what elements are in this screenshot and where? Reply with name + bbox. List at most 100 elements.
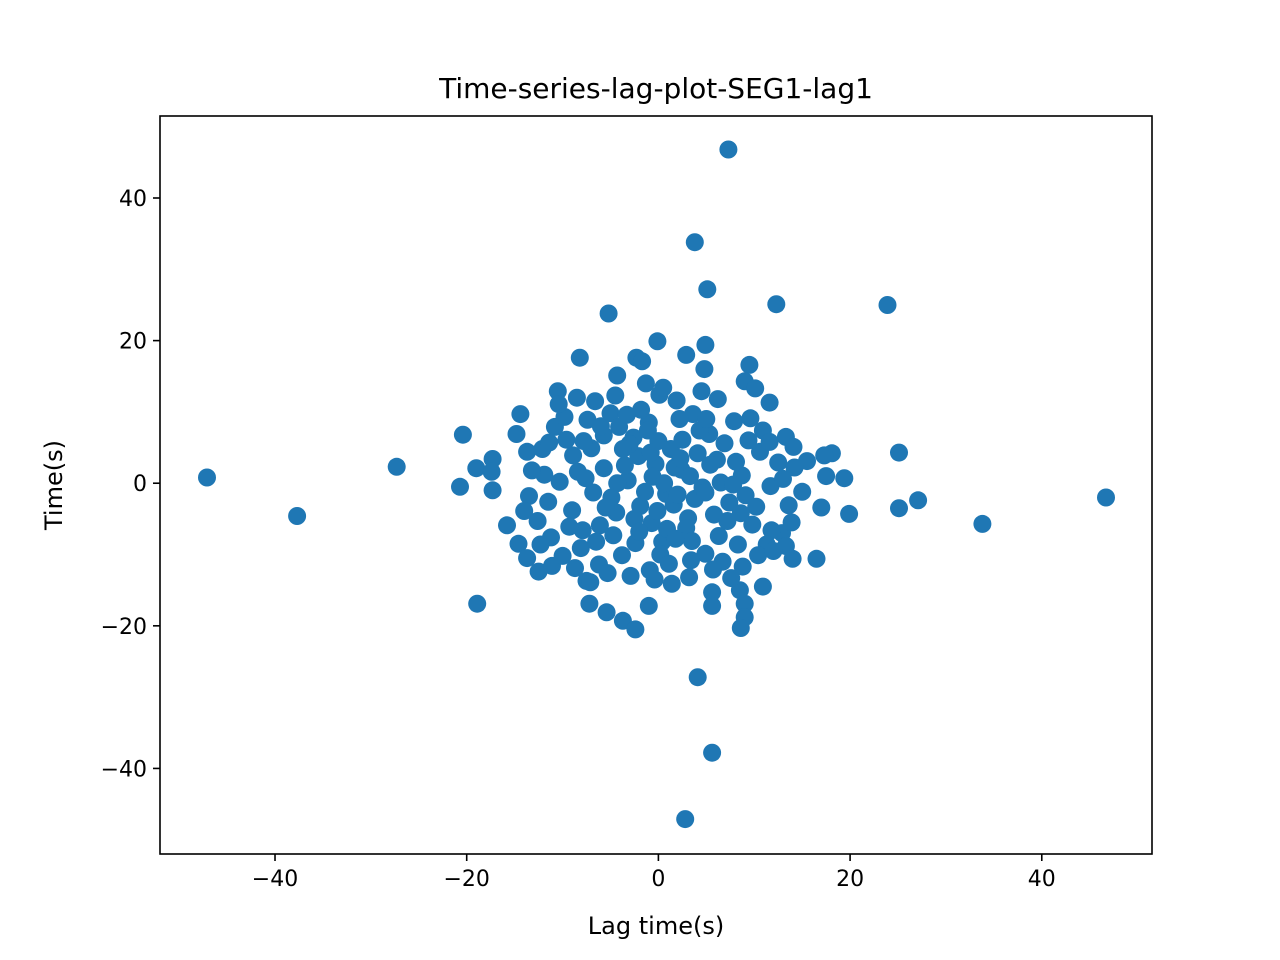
scatter-point — [578, 410, 597, 429]
scatter-point — [697, 410, 716, 428]
scatter-point — [528, 512, 547, 530]
scatter-point — [645, 570, 664, 589]
scatter-point — [654, 378, 673, 397]
scatter-point — [840, 504, 859, 523]
scatter-point — [1097, 488, 1115, 507]
scatter-point — [733, 557, 752, 576]
scatter-point — [594, 459, 613, 478]
scatter-point — [632, 400, 651, 419]
scatter-point — [817, 467, 836, 486]
scatter-point — [601, 404, 620, 423]
scatter-point — [468, 594, 487, 613]
scatter-point — [509, 534, 528, 553]
scatter-point — [769, 453, 788, 472]
chart-title: Time-series-lag-plot-SEG1-lag1 — [438, 72, 873, 105]
scatter-point — [641, 443, 660, 462]
scatter-point — [760, 393, 779, 412]
x-tick-label: −40 — [252, 867, 298, 892]
scatter-point — [741, 409, 760, 428]
scatter-point — [720, 493, 739, 512]
scatter-point — [288, 507, 307, 525]
scatter-point — [785, 458, 804, 477]
scatter-point — [774, 469, 792, 488]
scatter-point — [698, 280, 717, 299]
scatter-point — [596, 498, 615, 517]
scatter-point — [673, 430, 692, 449]
x-tick-label: 0 — [651, 867, 665, 892]
scatter-point — [718, 512, 737, 530]
scatter-point — [198, 468, 216, 487]
scatter-point — [662, 574, 681, 593]
x-axis-label: Lag time(s) — [588, 912, 724, 940]
scatter-point — [666, 529, 685, 548]
scatter-point — [703, 583, 722, 602]
scatter-point — [890, 443, 908, 462]
scatter-point — [576, 469, 595, 488]
scatter-point — [453, 425, 472, 444]
scatter-point — [557, 430, 576, 449]
scatter-point — [688, 668, 707, 687]
scatter-point — [739, 431, 758, 450]
scatter-point — [704, 560, 722, 579]
scatter-point — [735, 594, 754, 613]
scatter-point — [807, 549, 826, 568]
scatter-point — [553, 546, 572, 565]
scatter-point — [522, 461, 541, 480]
scatter-point — [564, 446, 583, 465]
scatter-point — [667, 391, 686, 410]
scatter-point — [560, 517, 579, 536]
scatter-point — [571, 539, 590, 558]
scatter-point — [621, 566, 640, 585]
scatter-point — [696, 544, 715, 563]
scatter-point — [743, 515, 762, 534]
scatter-point — [633, 352, 652, 371]
scatter-point — [518, 549, 537, 568]
scatter-point — [581, 573, 600, 592]
scatter-point — [784, 437, 803, 456]
scatter-point — [727, 452, 745, 471]
scatter-point — [701, 455, 720, 474]
scatter-point — [648, 502, 667, 520]
scatter-point — [762, 521, 781, 540]
scatter-point — [670, 410, 689, 428]
y-tick-label: 0 — [133, 472, 147, 497]
scatter-point — [606, 386, 625, 405]
scatter-point — [636, 482, 654, 501]
scatter-point — [731, 504, 750, 523]
scatter-point — [387, 457, 406, 476]
scatter-point — [482, 462, 501, 481]
scatter-point — [782, 513, 801, 532]
scatter-point — [604, 526, 623, 545]
scatter-point — [747, 497, 766, 516]
y-tick-label: −40 — [101, 757, 147, 782]
scatter-point — [630, 522, 649, 541]
scatter-point — [648, 332, 667, 351]
scatter-point — [580, 594, 599, 613]
scatter-point — [680, 568, 699, 587]
y-tick-label: −20 — [101, 615, 147, 640]
scatter-point — [608, 474, 627, 493]
scatter-point — [638, 421, 657, 440]
scatter-point — [636, 374, 655, 393]
scatter-point — [507, 425, 526, 443]
scatter-point — [692, 382, 711, 401]
scatter-point — [835, 469, 854, 488]
scatter-point — [570, 348, 589, 367]
scatter-point — [749, 546, 768, 565]
scatter-point — [598, 564, 617, 583]
scatter-point — [703, 743, 722, 762]
scatter-point — [567, 388, 586, 407]
scatter-points — [198, 140, 1115, 829]
scatter-point — [779, 496, 798, 515]
scatter-point — [746, 379, 765, 398]
x-tick-label: −20 — [443, 867, 489, 892]
scatter-point — [767, 295, 786, 314]
scatter-point — [681, 467, 699, 486]
scatter-point — [539, 492, 558, 511]
scatter-point — [725, 412, 744, 431]
y-tick-label: 20 — [119, 330, 147, 355]
scatter-point — [696, 483, 715, 502]
scatter-point — [793, 482, 812, 501]
scatter-point — [973, 514, 992, 533]
scatter-point — [639, 596, 658, 615]
